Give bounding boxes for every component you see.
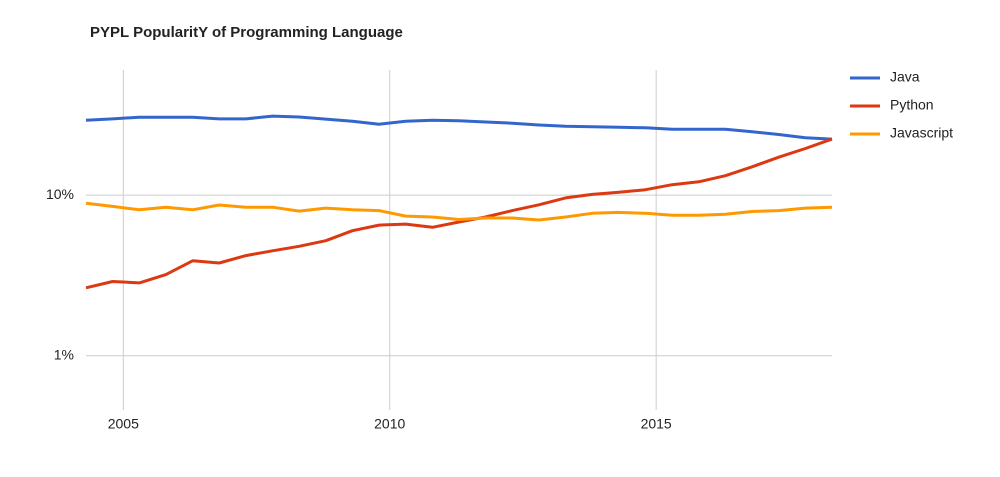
legend-label: Python [890,97,934,113]
y-tick-label: 1% [54,346,74,362]
legend-label: Javascript [890,125,953,141]
line-series [85,201,833,222]
x-tick-label: 2005 [108,416,139,432]
line-series [85,137,833,290]
legend-label: Java [890,69,920,85]
y-tick-label: 10% [46,186,74,202]
x-tick-label: 2015 [641,416,672,432]
line-series [85,114,833,141]
x-tick-label: 2010 [374,416,405,432]
chart-title: PYPL PopularitY of Programming Language [90,24,403,41]
